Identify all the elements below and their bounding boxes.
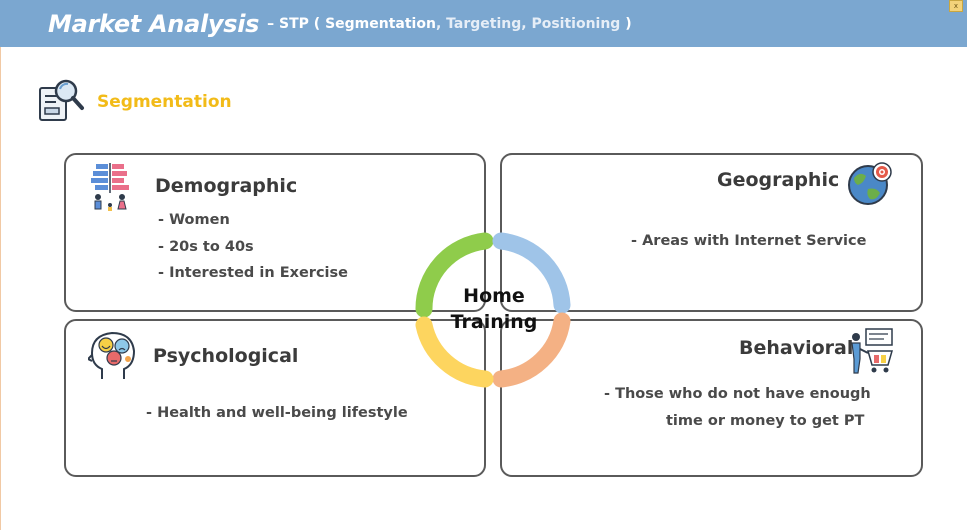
ring-arc-orange [492,312,571,388]
behavioral-title: Behavioral [739,337,854,359]
center-label: Home Training [440,283,548,335]
geographic-item: - Areas with Internet Service [631,233,867,249]
close-button[interactable]: x [949,0,963,12]
demographic-card: Demographic - Women - 20s to 40s - Inter… [64,153,486,312]
header-bar: Market Analysis – STP ( Segmentation, Ta… [0,0,967,47]
section-label: Segmentation [97,92,232,112]
left-edge-line [0,47,1,530]
behavioral-item: - Those who do not have enough [604,386,871,402]
geographic-card: Geographic - Areas with Internet Service [500,153,923,312]
page-subtitle: – STP ( Segmentation, Targeting, Positio… [267,16,631,32]
subtitle-separator: , [521,15,532,32]
center-label-line2: Training [450,311,538,333]
shopper-cart-icon [851,328,893,374]
psychological-card: Psychological - Health and well-being li… [64,319,486,477]
subtitle-segmentation: Segmentation [325,15,436,32]
demographic-item: - 20s to 40s [158,239,254,255]
subtitle-targeting: Targeting [446,15,522,32]
demographic-item: - Interested in Exercise [158,265,348,281]
subtitle-prefix: – STP ( [267,15,326,32]
center-cycle-ring [415,232,571,388]
geographic-title: Geographic [717,169,840,191]
psychological-item: - Health and well-being lifestyle [146,405,408,421]
page-title: Market Analysis [48,9,260,38]
center-label-line1: Home [463,285,525,307]
ring-arc-yellow [415,316,494,388]
behavioral-item: time or money to get PT [666,413,865,429]
globe-target-icon [848,162,892,205]
demographic-title: Demographic [155,175,298,197]
subtitle-positioning: Positioning [531,15,621,32]
head-emotions-icon [88,331,136,379]
psychological-title: Psychological [153,345,299,367]
subtitle-separator: , [435,15,447,32]
document-search-icon [39,79,84,121]
subtitle-suffix: ) [620,15,632,32]
behavioral-card: Behavioral - Those who do not have enoug… [500,319,923,477]
ring-arc-green [415,232,494,318]
population-chart-icon [91,163,129,211]
ring-arc-blue [492,232,571,314]
demographic-item: - Women [158,212,230,228]
